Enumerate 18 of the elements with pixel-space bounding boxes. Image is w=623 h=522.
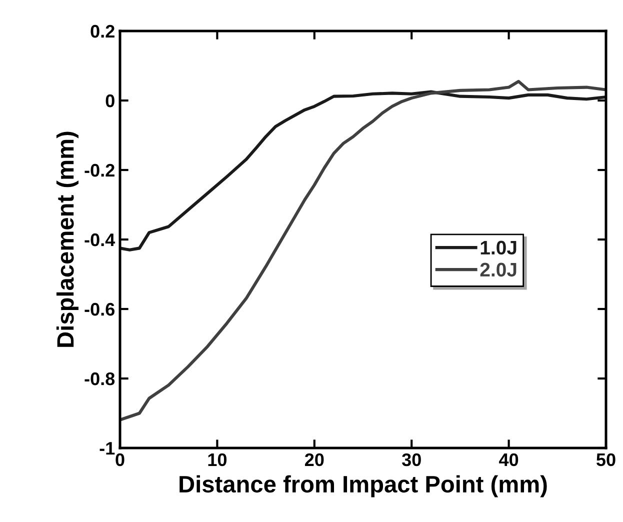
x-tick-label: 20 [304, 453, 324, 466]
x-tick-label: 0 [116, 453, 124, 466]
y-tick-label: 0 [106, 94, 114, 108]
x-tick-label: 10 [208, 453, 227, 466]
y-tick-label: -1 [100, 442, 115, 455]
y-tick-label: -0.4 [84, 233, 116, 246]
x-tick-label: 30 [402, 453, 421, 466]
x-tick-label: 40 [499, 453, 518, 466]
y-tick-label: -0.8 [84, 372, 115, 386]
x-axis-title: Distance from Impact Point (mm) [180, 475, 547, 498]
y-tick-label: -0.2 [84, 164, 114, 177]
y-tick-label: 0.2 [90, 24, 114, 38]
y-tick-label: -0.6 [84, 302, 114, 316]
x-tick-label: 50 [596, 453, 616, 466]
legend-label: 2.0J [480, 262, 516, 277]
y-axis-title: Displacement (mm) [56, 132, 78, 347]
line-series [120, 80, 606, 422]
legend-label: 1.0J [480, 240, 516, 255]
